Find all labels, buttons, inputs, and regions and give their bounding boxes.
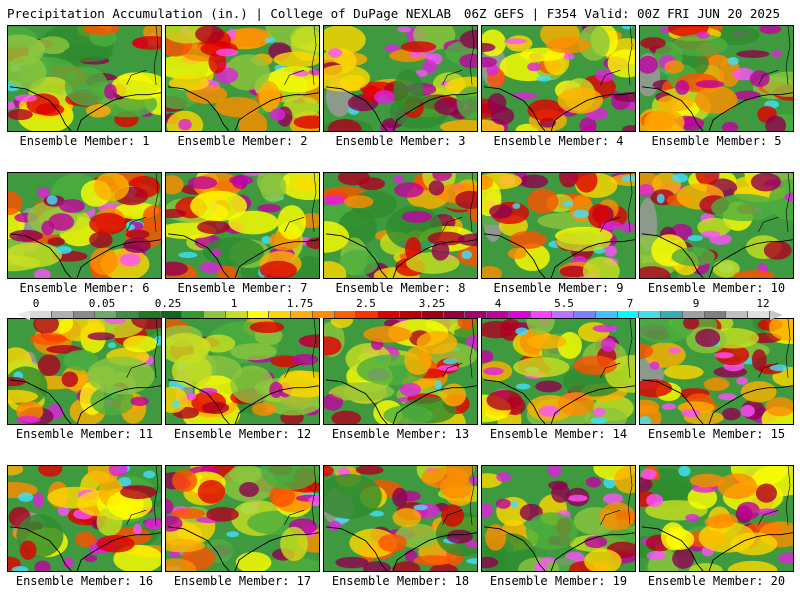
colorbar-swatch [247,311,270,318]
ensemble-member-label: Ensemble Member: 5 [651,134,782,148]
ensemble-member-map [7,465,162,572]
ensemble-member-map [323,25,478,132]
ensemble-member-map [639,25,794,132]
colorbar-swatch [704,311,727,318]
colorbar-swatch [595,311,618,318]
ensemble-member-map [165,25,320,132]
colorbar-swatch [574,311,596,318]
ensemble-member-map [481,25,636,132]
colorbar-tick-label: 5.5 [554,297,574,310]
colorbar-swatch [138,311,161,318]
ensemble-member-label: Ensemble Member: 17 [173,574,312,588]
colorbar-tick-label: 12 [756,297,770,310]
ensemble-member-map [639,318,794,425]
ensemble-member-label: Ensemble Member: 19 [489,574,628,588]
colorbar-swatch [334,311,357,318]
colorbar-left-arrow [17,310,30,320]
ensemble-member-label: Ensemble Member: 4 [493,134,624,148]
ensemble-member-label: Ensemble Member: 9 [493,281,624,295]
map-title: Precipitation Accumulation (in.) | Colle… [7,6,452,21]
colorbar-swatch [400,311,422,318]
ensemble-member-label: Ensemble Member: 18 [331,574,470,588]
ensemble-member-map [323,318,478,425]
ensemble-member-label: Ensemble Member: 13 [331,427,470,441]
colorbar-swatch [726,311,749,318]
ensemble-member-map [165,465,320,572]
colorbar-swatch [182,311,205,318]
colorbar-tick-label: 0.25 [154,297,182,310]
colorbar-swatch [487,311,509,318]
ensemble-member-map [481,465,636,572]
ensemble-member-label: Ensemble Member: 2 [177,134,308,148]
ensemble-member-map [165,318,320,425]
colorbar-tick-label: 7 [626,297,634,310]
ensemble-member-label: Ensemble Member: 1 [19,134,150,148]
colorbar-swatch [617,311,640,318]
ensemble-member-map [323,172,478,279]
ensemble-member-map [323,465,478,572]
ensemble-member-label: Ensemble Member: 7 [177,281,308,295]
ensemble-member-label: Ensemble Member: 8 [335,281,466,295]
colorbar-swatch [51,311,74,318]
ensemble-member-label: Ensemble Member: 14 [489,427,628,441]
colorbar-swatch [443,311,466,318]
colorbar-swatch [508,311,531,318]
colorbar-swatch [312,311,335,318]
colorbar-swatch [204,311,226,318]
ensemble-member-map [7,25,162,132]
run-valid-time: 06Z GEFS | F354 Valid: 00Z FRI JUN 20 20… [463,6,780,21]
colorbar-swatch [291,311,313,318]
ensemble-member-map [165,172,320,279]
ensemble-member-label: Ensemble Member: 10 [647,281,786,295]
colorbar-swatch [73,311,96,318]
ensemble-member-map [7,172,162,279]
colorbar-swatch [117,311,139,318]
ensemble-member-map [7,318,162,425]
colorbar-swatch [530,311,553,318]
ensemble-member-label: Ensemble Member: 11 [15,427,154,441]
colorbar-swatch [682,311,705,318]
ensemble-member-label: Ensemble Member: 12 [173,427,312,441]
colorbar-swatch [356,311,379,318]
colorbar-swatch [225,311,248,318]
colorbar-tick-label: 9 [692,297,700,310]
colorbar-swatch [160,311,183,318]
ensemble-member-label: Ensemble Member: 3 [335,134,466,148]
colorbar-swatch [95,311,118,318]
ensemble-member-map [639,465,794,572]
colorbar-swatch [552,311,575,318]
ensemble-member-label: Ensemble Member: 6 [19,281,150,295]
colorbar-swatch [30,311,52,318]
ensemble-member-map [481,318,636,425]
colorbar-right-arrow [770,310,783,320]
colorbar-tick-label: 4 [494,297,502,310]
colorbar-swatch [465,311,488,318]
colorbar-swatch [661,311,683,318]
ensemble-member-label: Ensemble Member: 20 [647,574,786,588]
ensemble-member-map [481,172,636,279]
colorbar-tick-label: 0.05 [88,297,116,310]
colorbar-swatch [378,311,400,318]
colorbar-tick-label: 2.5 [356,297,376,310]
colorbar-tick-label: 0 [32,297,40,310]
colorbar-swatch [269,311,292,318]
ensemble-member-label: Ensemble Member: 15 [647,427,786,441]
colorbar-tick-label: 1 [230,297,238,310]
ensemble-member-label: Ensemble Member: 16 [15,574,154,588]
colorbar-swatch [748,311,770,318]
precipitation-colorbar [30,311,770,318]
colorbar-tick-label: 3.25 [418,297,446,310]
ensemble-member-map [639,172,794,279]
colorbar-swatch [421,311,444,318]
colorbar-tick-label: 1.75 [286,297,314,310]
colorbar-swatch [639,311,662,318]
